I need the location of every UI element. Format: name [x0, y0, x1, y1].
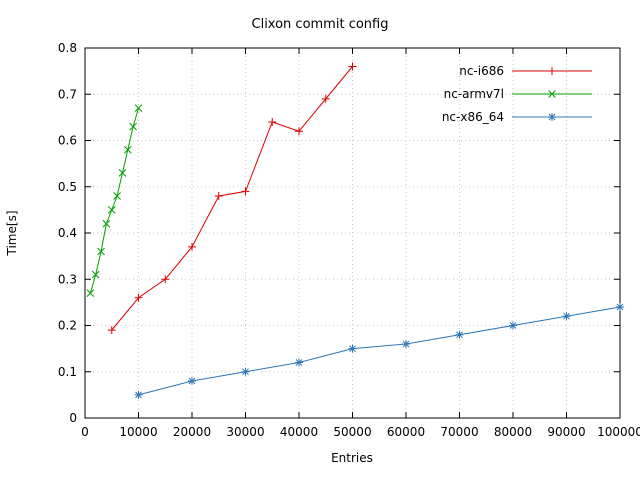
x-tick-label: 70000 [440, 425, 478, 439]
series-line-nc-armv7l [89, 107, 139, 294]
x-tick-label: 20000 [173, 425, 211, 439]
x-tick-label: 50000 [333, 425, 371, 439]
marker-nc-armv7l [123, 145, 132, 154]
marker-nc-x86_64 [456, 331, 463, 339]
legend-marker-nc-armv7l [548, 90, 556, 98]
y-tick-label: 0.1 [58, 365, 77, 379]
x-axis-label: Entries [331, 451, 373, 465]
y-axis-label: Time[s] [5, 211, 19, 257]
marker-nc-armv7l [102, 219, 111, 228]
marker-nc-armv7l [86, 289, 95, 297]
marker-nc-armv7l [113, 192, 121, 200]
marker-nc-armv7l [97, 247, 105, 256]
y-tick-label: 0.5 [58, 180, 77, 194]
y-tick-label: 0.4 [58, 226, 77, 240]
marker-nc-x86_64 [402, 340, 410, 348]
marker-nc-x86_64 [295, 359, 303, 366]
legend-marker-nc-x86_64 [548, 113, 556, 121]
x-tick-label: 0 [81, 425, 89, 439]
y-tick-label: 0.3 [58, 272, 77, 286]
y-tick-label: 0.7 [58, 87, 77, 101]
marker-nc-armv7l [118, 169, 127, 177]
x-tick-label: 10000 [119, 425, 157, 439]
series-line-nc-i686 [111, 66, 353, 331]
marker-nc-x86_64 [349, 345, 356, 352]
marker-nc-x86_64 [135, 391, 142, 399]
marker-nc-armv7l [134, 104, 143, 112]
legend-label-nc-x86_64: nc-x86_64 [442, 110, 504, 124]
y-tick-label: 0 [69, 411, 77, 425]
legend-label-nc-armv7l: nc-armv7l [444, 87, 504, 101]
y-tick-label: 0.2 [58, 319, 77, 333]
series-line-nc-x86_64 [138, 306, 621, 396]
x-tick-label: 80000 [494, 425, 532, 439]
x-tick-label: 100000 [597, 425, 640, 439]
marker-nc-x86_64 [242, 368, 249, 376]
marker-nc-x86_64 [509, 322, 517, 329]
legend-label-nc-i686: nc-i686 [459, 64, 504, 78]
x-tick-label: 30000 [226, 425, 264, 439]
marker-nc-armv7l [107, 206, 116, 214]
chart-title: Clixon commit config [252, 17, 389, 32]
x-tick-label: 90000 [547, 425, 585, 439]
marker-nc-x86_64 [616, 303, 624, 311]
plot-area: 0 10000 20000 30000 40000 50000 60000 70000 8000… [58, 41, 640, 439]
y-tick-label: 0.6 [58, 134, 77, 148]
marker-nc-x86_64 [563, 312, 570, 320]
marker-nc-armv7l [91, 270, 100, 279]
marker-nc-x86_64 [188, 377, 196, 385]
y-tick-label: 0.8 [58, 41, 77, 55]
marker-nc-armv7l [129, 122, 138, 131]
x-tick-label: 40000 [280, 425, 318, 439]
x-tick-label: 60000 [387, 425, 425, 439]
